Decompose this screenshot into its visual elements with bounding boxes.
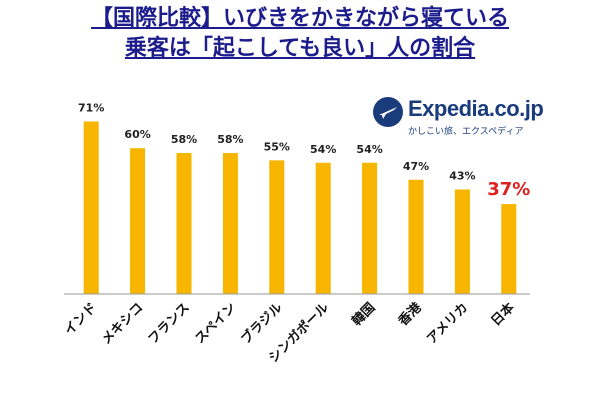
category-label-4: スペイン (192, 300, 239, 347)
chart-title-line-2: 乗客は「起こしても良い」人の割合 (124, 36, 476, 61)
category-label-5: ブラジル (238, 300, 286, 348)
bar-5 (269, 160, 285, 294)
category-label-8: 香港 (394, 299, 425, 330)
bar-9 (454, 189, 470, 294)
logo-brand: Expedia.co.jp (408, 96, 544, 121)
expedia-logo: Expedia.co.jp かしこい旅、エクスペディア (372, 94, 544, 140)
value-label-1: 71% (78, 101, 104, 114)
bars-group (83, 121, 517, 294)
bar-1 (83, 121, 99, 294)
value-label-5: 55% (264, 140, 290, 153)
value-label-7: 54% (356, 143, 382, 156)
value-label-9: 43% (449, 170, 475, 183)
category-label-9: アメリカ (424, 300, 471, 347)
value-labels-group: 71% 60% 58% 58% 55% 54% 54% 47% 43% 37% (78, 101, 530, 200)
value-label-6: 54% (310, 143, 336, 156)
category-label-10: 日本 (488, 300, 518, 330)
chart-title-line-1: 【国際比較】いびきをかきながら寝ている (90, 6, 509, 31)
category-label-3: フランス (146, 300, 193, 347)
value-label-4: 58% (217, 133, 243, 146)
category-label-7: 韓国 (349, 300, 379, 330)
expedia-plane-icon (373, 97, 403, 127)
bar-8 (408, 179, 424, 294)
bar-4 (222, 153, 238, 294)
bar-7 (362, 162, 378, 294)
bar-3 (176, 153, 192, 294)
value-label-10: 37% (487, 179, 530, 200)
logo-tagline: かしこい旅、エクスペディア (408, 127, 524, 137)
category-label-2: メキシコ (99, 300, 146, 347)
bar-2 (130, 148, 146, 294)
value-label-8: 47% (403, 160, 429, 173)
bar-10 (501, 204, 517, 294)
value-label-2: 60% (124, 128, 150, 141)
bar-6 (315, 162, 331, 294)
chart-title: 【国際比較】いびきをかきながら寝ている 乗客は「起こしても良い」人の割合 (0, 4, 600, 64)
value-label-3: 58% (171, 133, 197, 146)
category-label-1: インド (62, 300, 100, 338)
